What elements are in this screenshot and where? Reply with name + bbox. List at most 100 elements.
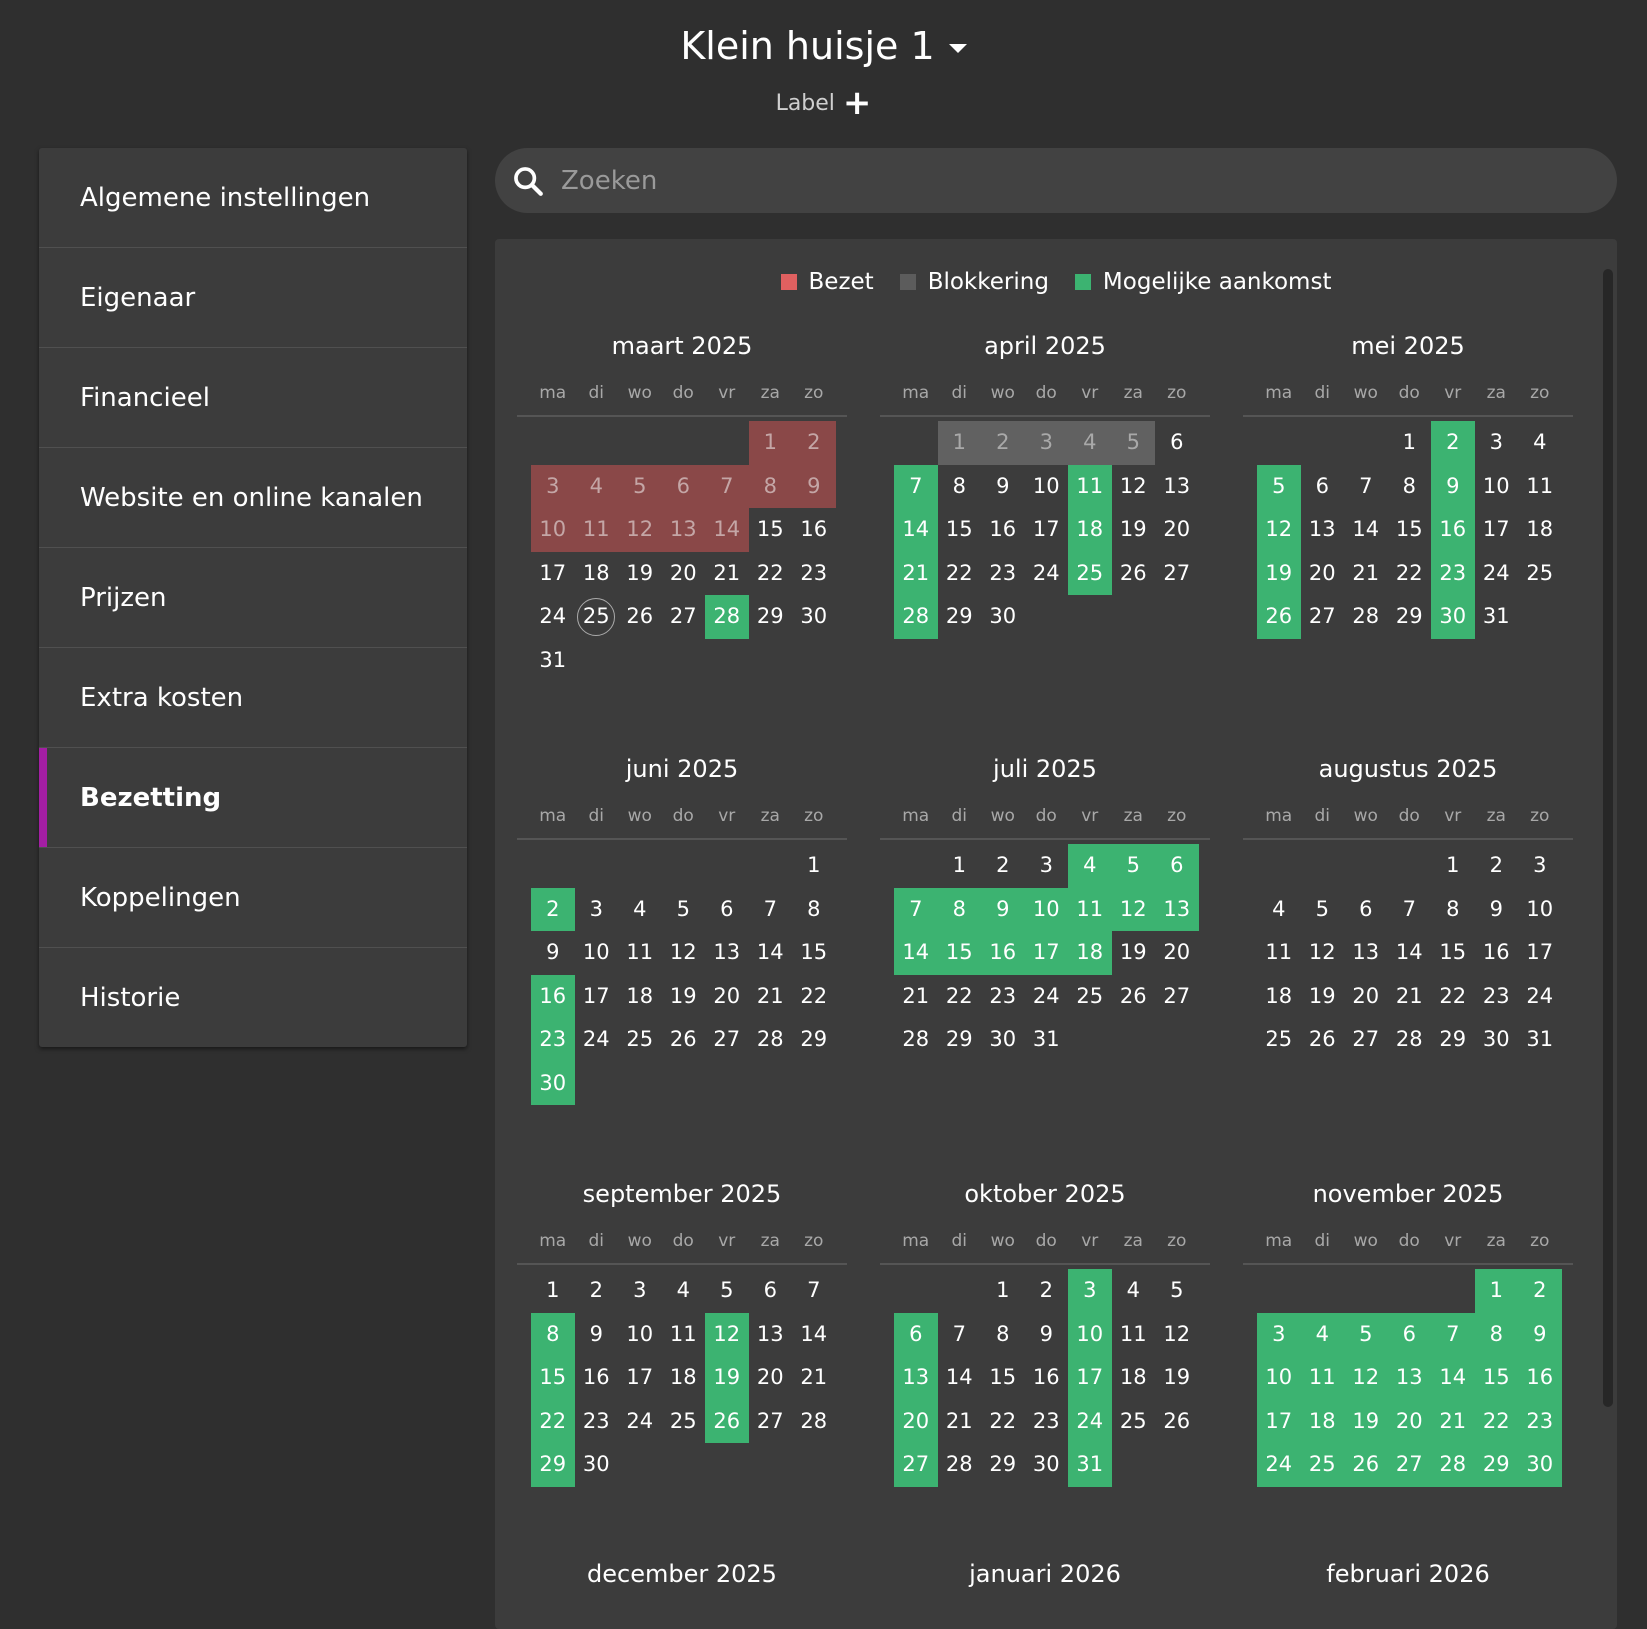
- calendar-day[interactable]: 28: [1431, 1443, 1475, 1487]
- sidebar-item-algemene-instellingen[interactable]: Algemene instellingen: [39, 148, 467, 248]
- calendar-day[interactable]: 30: [1518, 1443, 1562, 1487]
- calendar-day[interactable]: 3: [1068, 1269, 1112, 1313]
- calendar-day[interactable]: 17: [1024, 931, 1068, 975]
- calendar-day[interactable]: 13: [894, 1356, 938, 1400]
- calendar-day[interactable]: 9: [1518, 1312, 1562, 1356]
- calendar-day[interactable]: 26: [705, 1399, 749, 1443]
- calendar-day[interactable]: 25: [1300, 1443, 1344, 1487]
- calendar-day[interactable]: 26: [1344, 1443, 1388, 1487]
- calendar-day[interactable]: 20: [1387, 1399, 1431, 1443]
- sidebar-item-eigenaar[interactable]: Eigenaar: [39, 248, 467, 348]
- calendar-day[interactable]: 11: [1300, 1356, 1344, 1400]
- calendar-day[interactable]: 11: [1068, 887, 1112, 931]
- calendar-day[interactable]: 27: [894, 1443, 938, 1487]
- calendar-day[interactable]: 19: [1257, 551, 1301, 595]
- calendar-day[interactable]: 23: [531, 1018, 575, 1062]
- calendar-day[interactable]: 18: [1068, 508, 1112, 552]
- calendar-day[interactable]: 16: [1431, 508, 1475, 552]
- calendar-day[interactable]: 18: [1300, 1399, 1344, 1443]
- calendar-day[interactable]: 25: [1068, 551, 1112, 595]
- calendar-day[interactable]: 4: [1300, 1312, 1344, 1356]
- calendar-day[interactable]: 14: [894, 508, 938, 552]
- calendar-day[interactable]: 4: [1068, 844, 1112, 888]
- calendar-day[interactable]: 10: [1024, 887, 1068, 931]
- calendar-day[interactable]: 16: [1518, 1356, 1562, 1400]
- calendar-day[interactable]: 1: [1474, 1269, 1518, 1313]
- calendar-day[interactable]: 3: [1257, 1312, 1301, 1356]
- calendar-day[interactable]: 10: [1257, 1356, 1301, 1400]
- calendar-day[interactable]: 20: [894, 1399, 938, 1443]
- calendar-day[interactable]: 23: [1518, 1399, 1562, 1443]
- sidebar-item-bezetting[interactable]: Bezetting: [39, 748, 467, 848]
- plus-icon[interactable]: +: [842, 83, 872, 123]
- calendar-day[interactable]: 6: [1387, 1312, 1431, 1356]
- calendar-day[interactable]: 22: [1474, 1399, 1518, 1443]
- calendar-day[interactable]: 18: [1068, 931, 1112, 975]
- caret-down-icon[interactable]: [948, 43, 967, 53]
- calendar-day[interactable]: 24: [1068, 1399, 1112, 1443]
- calendar-day[interactable]: 5: [1257, 464, 1301, 508]
- calendar-day[interactable]: 9: [981, 887, 1025, 931]
- calendar-day[interactable]: 16: [981, 931, 1025, 975]
- page-title[interactable]: Klein huisje 1: [680, 24, 935, 68]
- calendar-day[interactable]: 2: [1518, 1269, 1562, 1313]
- calendar-day[interactable]: 6: [1155, 844, 1199, 888]
- calendar-day[interactable]: 8: [531, 1312, 575, 1356]
- calendar-day[interactable]: 5: [1111, 844, 1155, 888]
- calendar-day[interactable]: 13: [1155, 887, 1199, 931]
- calendar-day[interactable]: 19: [705, 1356, 749, 1400]
- calendar-day[interactable]: 2: [1431, 421, 1475, 465]
- sidebar-item-koppelingen[interactable]: Koppelingen: [39, 848, 467, 948]
- calendar-day[interactable]: 27: [1387, 1443, 1431, 1487]
- sidebar-item-extra-kosten[interactable]: Extra kosten: [39, 648, 467, 748]
- calendar-day[interactable]: 7: [894, 887, 938, 931]
- calendar-day[interactable]: 28: [894, 595, 938, 639]
- calendar-day[interactable]: 15: [531, 1356, 575, 1400]
- calendar-day[interactable]: 14: [894, 931, 938, 975]
- scrollbar[interactable]: [1603, 269, 1613, 1407]
- calendar-day[interactable]: 24: [1257, 1443, 1301, 1487]
- calendar-day[interactable]: 29: [1474, 1443, 1518, 1487]
- calendar-day[interactable]: 15: [937, 931, 981, 975]
- calendar-day[interactable]: 2: [531, 887, 575, 931]
- calendar-day[interactable]: 28: [705, 595, 749, 639]
- calendar-day[interactable]: 17: [1068, 1356, 1112, 1400]
- calendar-day[interactable]: 12: [705, 1312, 749, 1356]
- calendar-day[interactable]: 12: [1344, 1356, 1388, 1400]
- calendar-day[interactable]: 14: [1431, 1356, 1475, 1400]
- calendar-day[interactable]: 21: [1431, 1399, 1475, 1443]
- calendar-day[interactable]: 12: [1257, 508, 1301, 552]
- calendar-day[interactable]: 8: [1474, 1312, 1518, 1356]
- calendar-day[interactable]: 10: [1068, 1312, 1112, 1356]
- label-row[interactable]: Label +: [0, 86, 1647, 120]
- calendar-day[interactable]: 9: [1431, 464, 1475, 508]
- label-text[interactable]: Label: [775, 90, 835, 116]
- sidebar-item-website[interactable]: Website en online kanalen: [39, 448, 467, 548]
- calendar-day[interactable]: 7: [1431, 1312, 1475, 1356]
- calendar-day[interactable]: 5: [1344, 1312, 1388, 1356]
- calendar-day[interactable]: 21: [894, 551, 938, 595]
- calendar-day[interactable]: 22: [531, 1399, 575, 1443]
- calendar-day[interactable]: 11: [1068, 464, 1112, 508]
- calendar-day[interactable]: 12: [1111, 887, 1155, 931]
- calendar-day[interactable]: 31: [1068, 1443, 1112, 1487]
- calendar-day[interactable]: 30: [531, 1061, 575, 1105]
- sidebar-item-prijzen[interactable]: Prijzen: [39, 548, 467, 648]
- calendar-day[interactable]: 16: [531, 974, 575, 1018]
- calendar-day[interactable]: 17: [1257, 1399, 1301, 1443]
- calendar-day[interactable]: 7: [894, 464, 938, 508]
- sidebar-item-historie[interactable]: Historie: [39, 948, 467, 1047]
- calendar-day[interactable]: 23: [1431, 551, 1475, 595]
- calendar-day[interactable]: 15: [1474, 1356, 1518, 1400]
- calendar-day[interactable]: 30: [1431, 595, 1475, 639]
- calendar-day[interactable]: 8: [937, 887, 981, 931]
- calendar-day[interactable]: 26: [1257, 595, 1301, 639]
- calendar-day[interactable]: 13: [1387, 1356, 1431, 1400]
- accommodation-selector[interactable]: Klein huisje 1: [0, 24, 1647, 68]
- calendar-day[interactable]: 29: [531, 1443, 575, 1487]
- search-input[interactable]: [559, 164, 1617, 197]
- search-bar[interactable]: [495, 148, 1617, 213]
- sidebar-item-financieel[interactable]: Financieel: [39, 348, 467, 448]
- calendar-day[interactable]: 19: [1344, 1399, 1388, 1443]
- calendar-day[interactable]: 6: [894, 1312, 938, 1356]
